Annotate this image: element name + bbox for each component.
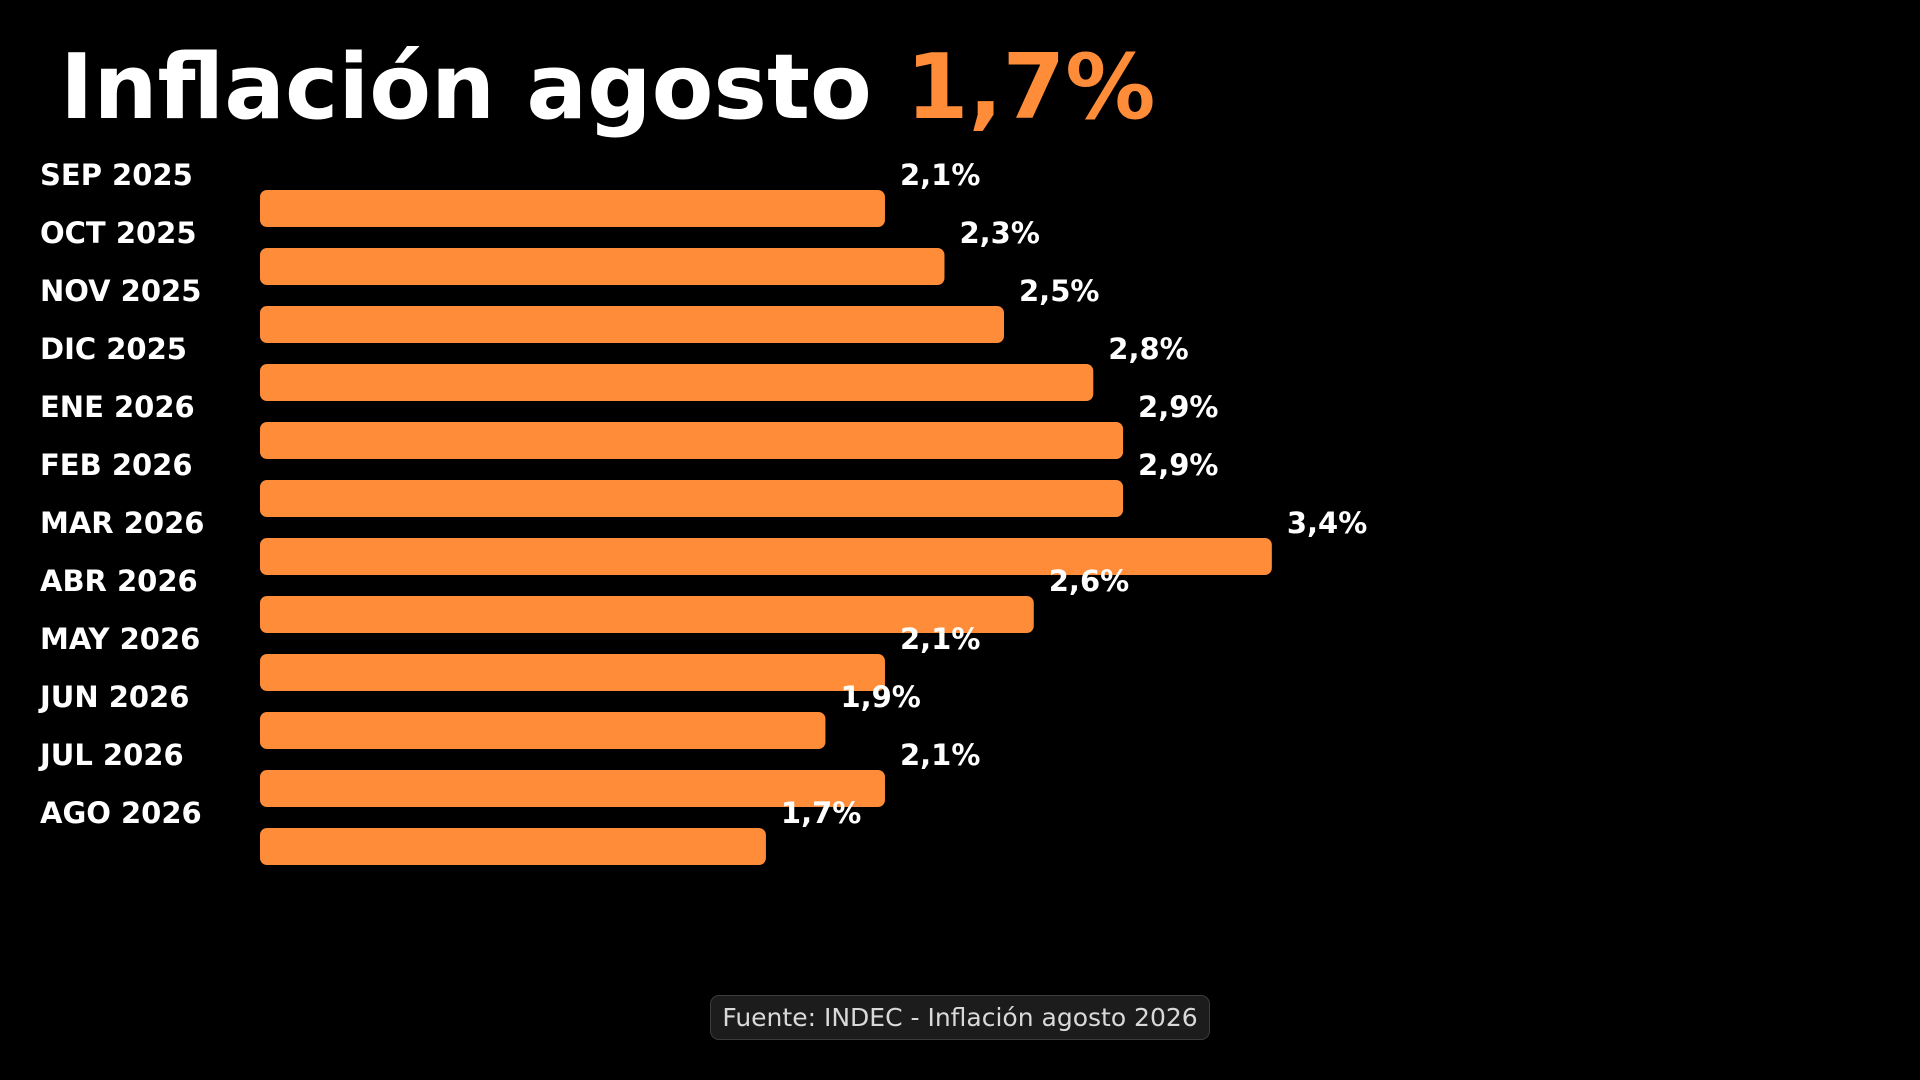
bar [260,190,885,227]
category-label: SEP 2025 [40,158,193,192]
value-label: 2,9% [1138,448,1218,482]
chart-title: Inflación agosto 1,7% [60,35,1155,140]
bar [260,364,1094,401]
bar [260,306,1004,343]
bar [260,596,1034,633]
source-text: Fuente: INDEC - Inflación agosto 2026 [722,1003,1198,1032]
bar-group: SEP 2025 2,1% OCT 2025 2,3% NOV 2025 2,5% DIC … [38,158,1367,865]
category-label: FEB 2026 [40,448,193,482]
category-label: AGO 2026 [40,796,202,830]
source-badge: Fuente: INDEC - Inflación agosto 2026 [710,995,1210,1040]
chart-title-main: Inflación agosto [60,35,872,140]
value-label: 2,8% [1108,332,1188,366]
value-label: 1,7% [781,796,861,830]
value-label: 2,3% [959,216,1039,250]
category-label: ABR 2026 [40,564,198,598]
value-label: 2,1% [900,158,980,192]
bar [260,538,1272,575]
value-label: 1,9% [840,680,920,714]
category-label: MAY 2026 [40,622,200,656]
value-label: 2,1% [900,622,980,656]
bar [260,422,1124,459]
category-label: JUN 2026 [38,680,189,714]
value-label: 2,1% [900,738,980,772]
bar [260,712,826,749]
bar [260,248,945,285]
bar [260,654,885,691]
value-label: 2,9% [1138,390,1218,424]
category-label: NOV 2025 [40,274,201,308]
category-label: OCT 2025 [40,216,197,250]
category-label: MAR 2026 [40,506,204,540]
category-label: JUL 2026 [38,738,184,772]
value-label: 2,6% [1049,564,1129,598]
category-label: ENE 2026 [40,390,195,424]
chart-title-highlight: 1,7% [906,35,1156,140]
bar [260,770,885,807]
value-label: 2,5% [1019,274,1099,308]
value-label: 3,4% [1287,506,1367,540]
category-label: DIC 2025 [40,332,187,366]
bar [260,480,1124,517]
bar [260,828,766,865]
